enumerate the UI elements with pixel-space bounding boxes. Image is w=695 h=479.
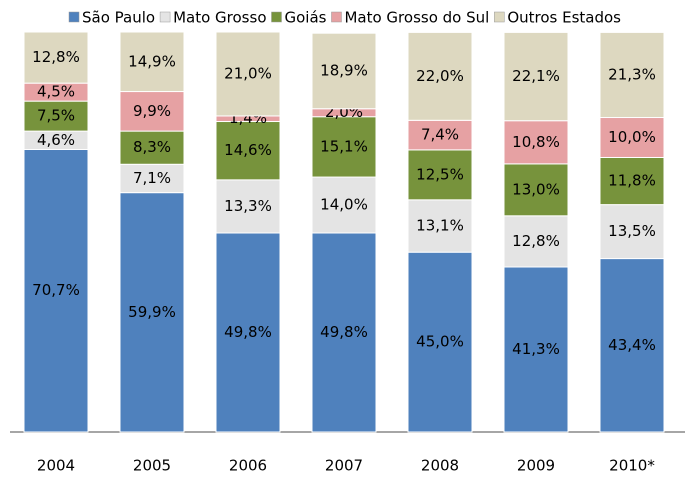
data-label: 9,9% (133, 102, 171, 120)
bar-segment (407, 31, 473, 121)
bar-segment (119, 192, 185, 433)
data-label: 10,8% (512, 133, 560, 151)
legend-label: São Paulo (82, 9, 155, 27)
data-label: 14,6% (224, 141, 272, 159)
data-label: 10,0% (608, 128, 656, 146)
legend-swatch (271, 11, 282, 23)
data-label: 21,0% (224, 64, 272, 82)
data-label: 21,3% (608, 65, 656, 83)
bar-segment (503, 31, 569, 122)
data-label: 12,8% (32, 48, 80, 66)
data-label: 12,8% (512, 232, 560, 250)
data-label: 18,9% (320, 61, 368, 79)
bar-segment (407, 251, 473, 433)
legend-label: Goiás (284, 9, 326, 27)
x-tick-label: 2009 (517, 457, 555, 475)
data-label: 13,3% (224, 197, 272, 215)
data-label: 11,8% (608, 172, 656, 190)
data-label: 13,0% (512, 180, 560, 198)
bar-segment (215, 232, 281, 433)
data-label: 70,7% (32, 281, 80, 299)
bar-segment (311, 232, 377, 433)
x-tick-label: 2010* (609, 457, 655, 475)
bar-segment (503, 266, 569, 433)
legend-label: Mato Grosso do Sul (344, 9, 489, 27)
data-label: 7,5% (37, 107, 75, 125)
bar-segment (119, 31, 185, 93)
data-label: 59,9% (128, 303, 176, 321)
data-label: 7,4% (421, 126, 459, 144)
bar-segment (311, 116, 377, 178)
data-label: 8,3% (133, 138, 171, 156)
data-label: 14,9% (128, 52, 176, 70)
legend-label: Outros Estados (507, 9, 621, 27)
bar-segment (23, 148, 89, 433)
bar-segment (311, 176, 377, 234)
legend-swatch (159, 11, 171, 23)
bar-segment (119, 91, 185, 132)
legend-swatch (494, 11, 505, 23)
bar-segment (311, 32, 377, 110)
bar-segment (599, 204, 665, 260)
legend-swatch (331, 11, 342, 23)
data-label: 49,8% (320, 323, 368, 341)
x-tick-label: 2004 (37, 457, 75, 475)
data-label: 7,1% (133, 169, 171, 187)
data-label: 4,6% (37, 131, 75, 149)
data-label: 13,5% (608, 222, 656, 240)
bar-segment (119, 163, 185, 194)
bar-segment (407, 199, 473, 253)
x-tick-label: 2005 (133, 457, 171, 475)
data-label: 15,1% (320, 137, 368, 155)
bar-segment (23, 31, 89, 84)
legend-swatch (68, 11, 80, 23)
bar-segment (215, 121, 281, 181)
bar-segment (503, 215, 569, 268)
data-label: 12,5% (416, 165, 464, 183)
bar-segment (23, 100, 89, 132)
bar-segment (599, 156, 665, 206)
bar-segment (599, 258, 665, 433)
x-tick-label: 2007 (325, 457, 363, 475)
bar-segment (215, 179, 281, 234)
bar-segment (407, 119, 473, 151)
data-label: 41,3% (512, 340, 560, 358)
data-label: 13,1% (416, 217, 464, 235)
legend: São Paulo Mato Grosso Goiás Mato Grosso do … (68, 9, 621, 27)
bar-segment (119, 130, 185, 165)
data-label: 49,8% (224, 323, 272, 341)
bar-segment (599, 117, 665, 158)
x-tick-label: 2008 (421, 457, 459, 475)
bar-segment (503, 120, 569, 165)
data-label: 14,0% (320, 196, 368, 214)
data-label: 22,0% (416, 67, 464, 85)
data-label: 43,4% (608, 336, 656, 354)
x-tick-label: 2006 (229, 457, 267, 475)
legend-label: Mato Grosso (173, 9, 266, 27)
bar-segment (599, 31, 665, 119)
data-label: 4,5% (37, 83, 75, 101)
bar-segment (215, 31, 281, 117)
data-label: 22,1% (512, 67, 560, 85)
bar-segment (407, 149, 473, 201)
data-label: 45,0% (416, 333, 464, 351)
bar-segment (503, 163, 569, 217)
